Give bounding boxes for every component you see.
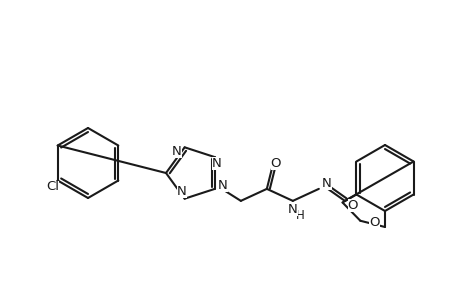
Text: H: H <box>295 209 304 222</box>
Text: Cl: Cl <box>46 181 59 194</box>
Text: N: N <box>321 177 331 190</box>
Text: N: N <box>212 157 221 169</box>
Text: N: N <box>218 179 227 192</box>
Text: O: O <box>369 217 379 230</box>
Text: O: O <box>270 158 280 170</box>
Text: N: N <box>287 203 297 216</box>
Text: O: O <box>347 199 357 212</box>
Text: N: N <box>176 185 186 198</box>
Text: N: N <box>171 145 181 158</box>
